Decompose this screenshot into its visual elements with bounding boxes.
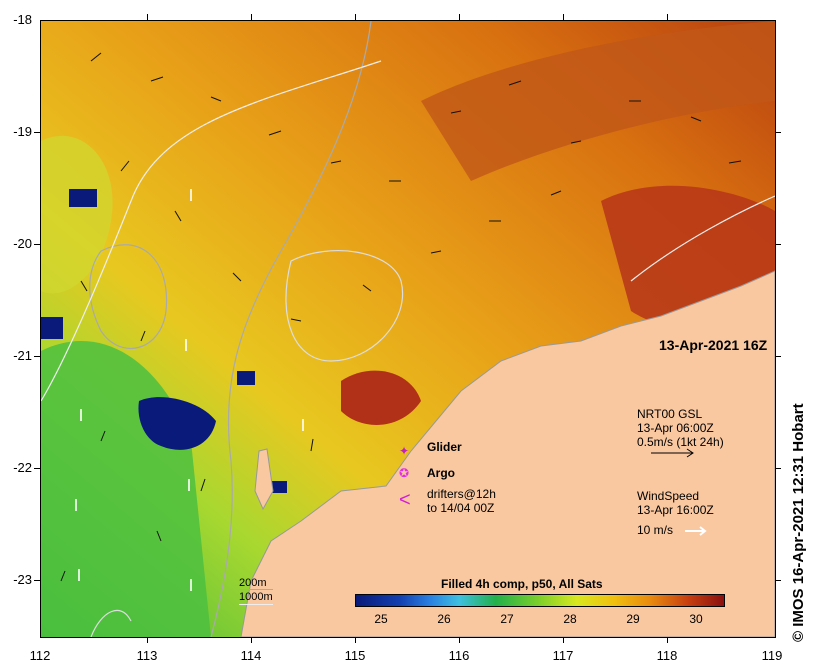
- date-label: 13-Apr-2021 16Z: [659, 337, 768, 353]
- colorbar-tick: 30: [689, 612, 703, 626]
- y-tick-label: -20: [13, 236, 32, 251]
- x-tick-label: 112: [29, 648, 51, 663]
- contour-200-label: 200m: [239, 577, 267, 589]
- y-tick-label: -23: [13, 572, 32, 587]
- colorbar-tick: 25: [374, 612, 388, 626]
- current-arrows: [60, 52, 742, 582]
- y-tick-label: -22: [13, 460, 32, 475]
- contour-1000-label: 1000m: [239, 591, 273, 603]
- x-tick-label: 114: [240, 648, 262, 663]
- colorbar-tick: 27: [500, 612, 514, 626]
- drifter-marker-icon: <: [399, 489, 411, 511]
- x-tick-label: 113: [136, 648, 158, 663]
- wind-scale: 10 m/s: [637, 523, 674, 537]
- current-scale: 0.5m/s (1kt 24h): [637, 435, 724, 449]
- land-area: [240, 270, 775, 637]
- drifters-line1: drifters@12h: [427, 487, 496, 501]
- wind-arrows: [75, 189, 304, 591]
- current-time: 13-Apr 06:00Z: [637, 421, 714, 435]
- y-tick-label: -18: [13, 12, 32, 27]
- sst-field: [41, 21, 775, 637]
- credit-label: © IMOS 16-Apr-2021 12:31 Hobart: [790, 403, 807, 642]
- colorbar-tick: 28: [563, 612, 577, 626]
- y-tick-label: -21: [13, 348, 32, 363]
- drifters-line2: to 14/04 00Z: [427, 501, 495, 515]
- colorbar-title: Filled 4h comp, p50, All Sats: [441, 577, 603, 591]
- sst-colorbar: [355, 594, 725, 607]
- contour-200-line: [239, 589, 273, 590]
- current-scale-arrow-icon: [651, 448, 694, 458]
- colorbar-tick: 29: [626, 612, 640, 626]
- x-tick-label: 117: [552, 648, 574, 663]
- y-tick-label: -19: [13, 124, 32, 139]
- wind-scale-arrow-icon: [685, 526, 707, 536]
- x-tick-label: 115: [344, 648, 366, 663]
- x-tick-label: 119: [761, 648, 783, 663]
- sst-map[interactable]: 13-Apr-2021 16Z NRT00 GSL 13-Apr 06:00Z …: [40, 20, 776, 638]
- current-title: NRT00 GSL: [637, 407, 703, 421]
- argo-marker-icon: ✪: [399, 466, 410, 480]
- x-tick-label: 116: [448, 648, 470, 663]
- wind-time: 13-Apr 16:00Z: [637, 503, 714, 517]
- colorbar-tick: 26: [437, 612, 451, 626]
- wind-title: WindSpeed: [637, 489, 700, 503]
- glider-label: Glider: [427, 440, 462, 454]
- glider-marker-icon: ✦: [399, 444, 410, 458]
- island: [254, 448, 274, 511]
- x-tick-label: 118: [656, 648, 678, 663]
- argo-label: Argo: [427, 466, 455, 480]
- contour-1000-line: [239, 604, 273, 605]
